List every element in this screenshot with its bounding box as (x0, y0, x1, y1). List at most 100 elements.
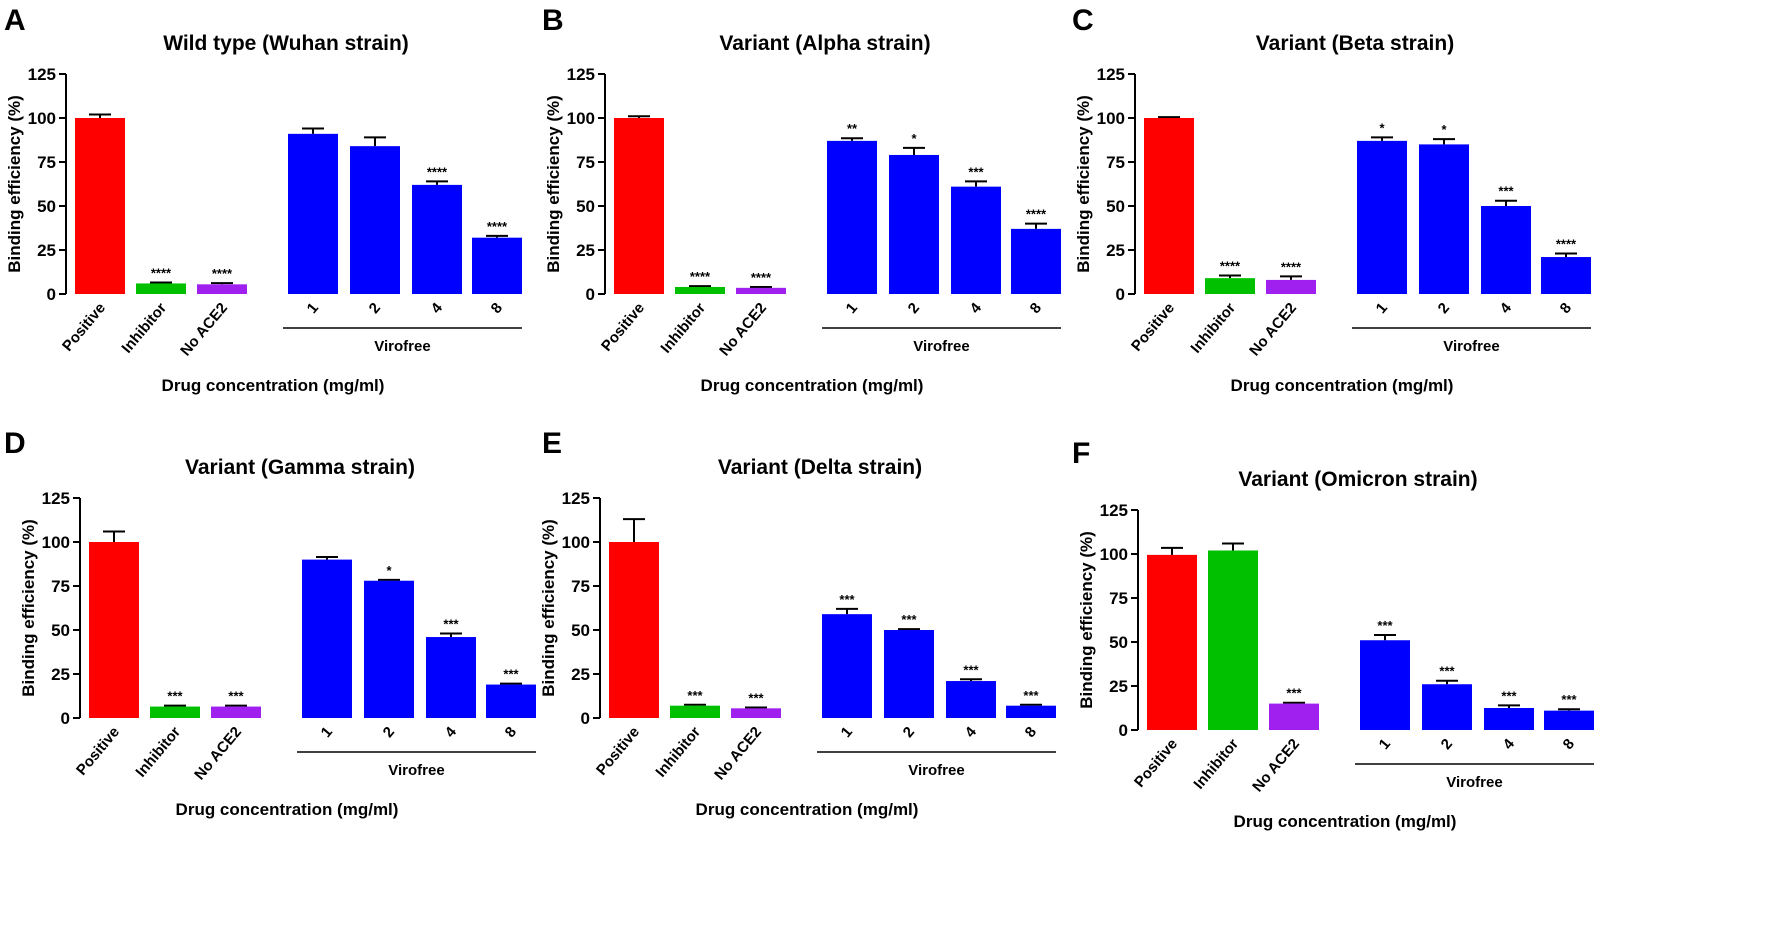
bar-8 (1006, 705, 1056, 718)
significance-label: **** (427, 164, 448, 179)
panel-B: B Variant (Alpha strain) 0 25 50 75 100 125Bind… (542, 4, 1061, 395)
chart-title: Variant (Gamma strain) (185, 456, 415, 479)
significance-label: *** (443, 617, 459, 632)
significance-label: **** (1556, 237, 1577, 252)
x-tick-label: No ACE2 (1246, 300, 1300, 360)
bar-positive (609, 542, 659, 718)
y-tick-label: 25 (1106, 241, 1125, 260)
y-tick-label: 100 (567, 109, 595, 128)
significance-label: *** (1498, 184, 1514, 199)
y-tick-label: 125 (562, 489, 590, 508)
y-tick-label: 100 (42, 533, 70, 552)
bar-inhibitor (1208, 550, 1258, 730)
panel-C: C Variant (Beta strain) 0 25 50 75 100 125Bindi… (1072, 4, 1591, 395)
chart-title: Variant (Alpha strain) (719, 32, 930, 55)
x-tick-label: Inhibitor (1187, 300, 1239, 357)
y-tick-label: 25 (37, 241, 56, 260)
significance-label: * (386, 563, 392, 578)
x-tick-label: 2 (1438, 736, 1456, 753)
x-tick-label: Inhibitor (118, 300, 170, 357)
bar-4 (1481, 206, 1531, 294)
chart-title: Variant (Delta strain) (718, 456, 922, 479)
bar-8 (1544, 710, 1594, 730)
panel-D: D Variant (Gamma strain) 0 25 50 75 100 125Bind… (4, 427, 536, 819)
y-tick-label: 50 (576, 197, 595, 216)
y-tick-label: 50 (37, 197, 56, 216)
x-tick-label: 1 (1376, 736, 1394, 753)
chart-title: Variant (Omicron strain) (1238, 468, 1477, 491)
x-tick-label: 1 (304, 300, 322, 317)
y-tick-label: 100 (1097, 109, 1125, 128)
significance-label: *** (1286, 686, 1302, 701)
significance-label: *** (901, 612, 917, 627)
bar-8 (1011, 228, 1061, 294)
y-tick-label: 0 (1116, 285, 1125, 304)
significance-label: *** (228, 689, 244, 704)
bar-4 (951, 186, 1001, 294)
significance-label: ** (847, 121, 858, 136)
y-tick-label: 50 (571, 621, 590, 640)
y-tick-label: 0 (586, 285, 595, 304)
bar-positive (89, 542, 139, 718)
x-tick-label: Inhibitor (657, 300, 709, 357)
y-tick-label: 50 (1109, 633, 1128, 652)
significance-label: * (1379, 120, 1385, 135)
bar-4 (946, 681, 996, 718)
bar-2 (889, 154, 939, 294)
panel-E: E Variant (Delta strain) 0 25 50 75 100 125Bind… (539, 427, 1056, 819)
bar-2 (350, 146, 400, 294)
y-tick-label: 125 (28, 65, 56, 84)
significance-label: *** (687, 688, 703, 703)
significance-label: **** (212, 266, 233, 281)
bar-1 (827, 140, 877, 294)
y-tick-label: 125 (42, 489, 70, 508)
bar-inhibitor (675, 286, 725, 294)
x-axis-label: Drug concentration (mg/ml) (1234, 812, 1457, 831)
significance-label: *** (1377, 618, 1393, 633)
bar-1 (1360, 640, 1410, 730)
significance-label: * (1441, 122, 1447, 137)
x-axis-label: Drug concentration (mg/ml) (162, 376, 385, 395)
x-tick-label: Inhibitor (1190, 736, 1242, 793)
y-tick-label: 25 (576, 241, 595, 260)
x-axis-label: Drug concentration (mg/ml) (701, 376, 924, 395)
bar-no-ace2 (197, 284, 247, 294)
bar-2 (1422, 684, 1472, 730)
significance-label: *** (839, 592, 855, 607)
y-tick-label: 75 (571, 577, 590, 596)
bar-8 (472, 237, 522, 294)
x-tick-label: No ACE2 (177, 300, 231, 360)
bar-no-ace2 (736, 287, 786, 294)
significance-label: **** (151, 266, 172, 281)
y-tick-label: 25 (571, 665, 590, 684)
panel-letter: E (542, 427, 562, 460)
bar-no-ace2 (1269, 703, 1319, 730)
significance-label: **** (690, 269, 711, 284)
x-axis-label: Drug concentration (mg/ml) (1231, 376, 1454, 395)
x-tick-label: Positive (1128, 300, 1178, 355)
significance-label: *** (963, 662, 979, 677)
x-tick-label: Positive (1131, 736, 1181, 791)
significance-label: *** (968, 164, 984, 179)
y-axis-label: Binding efficiency (%) (1077, 531, 1096, 709)
x-tick-label: 2 (900, 724, 918, 741)
significance-label: **** (751, 270, 772, 285)
bar-4 (412, 184, 462, 294)
bar-2 (1419, 144, 1469, 294)
y-axis-label: Binding efficiency (%) (1074, 95, 1093, 273)
y-tick-label: 50 (51, 621, 70, 640)
y-tick-label: 75 (576, 153, 595, 172)
bar-8 (1541, 257, 1591, 294)
y-tick-label: 0 (581, 709, 590, 728)
x-tick-label: 4 (1500, 735, 1519, 753)
group-label: Virofree (1443, 338, 1499, 355)
y-tick-label: 50 (1106, 197, 1125, 216)
bar-positive (1144, 118, 1194, 294)
panel-letter: F (1072, 437, 1090, 470)
x-tick-label: 4 (442, 723, 461, 741)
y-tick-label: 100 (562, 533, 590, 552)
bar-8 (486, 684, 536, 718)
x-tick-label: 4 (1497, 299, 1516, 317)
y-tick-label: 0 (47, 285, 56, 304)
